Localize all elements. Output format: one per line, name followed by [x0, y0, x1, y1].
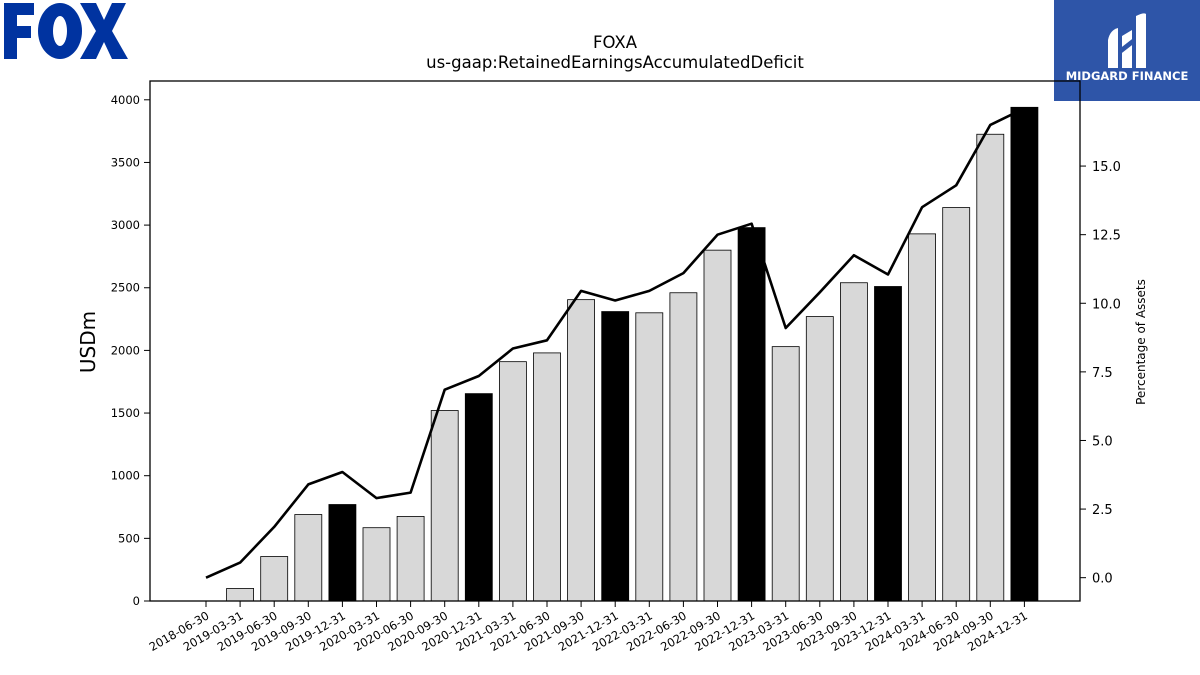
y-tick-label: 0: [133, 594, 140, 608]
bar: [294, 514, 323, 602]
bar-series: [226, 106, 1039, 602]
y2-axis-label: Percentage of Assets: [1134, 279, 1148, 405]
bar: [464, 393, 493, 602]
midgard-finance-logo: MIDGARD FINANCE: [1054, 0, 1200, 101]
y2-tick-label: 0.0: [1092, 572, 1113, 587]
y-tick-label: 500: [118, 531, 140, 545]
bar: [498, 361, 527, 602]
y-tick-label: 3500: [111, 155, 140, 169]
y-tick-label: 1000: [111, 469, 140, 483]
bar: [737, 227, 766, 602]
bar: [260, 556, 289, 602]
bar: [805, 316, 834, 602]
y-tick-label: 4000: [111, 93, 140, 107]
bar: [840, 282, 868, 602]
bar: [533, 352, 561, 602]
y2-tick-label: 7.5: [1092, 366, 1113, 381]
bar: [567, 299, 595, 602]
y-tick-label: 1500: [111, 406, 140, 420]
bar: [942, 207, 971, 602]
bar: [328, 504, 357, 602]
bar: [771, 346, 800, 602]
fox-logo: [4, 3, 128, 59]
chart-title: FOXA: [593, 33, 638, 52]
y-tick-label: 2000: [111, 343, 140, 357]
y2-tick-label: 5.0: [1092, 434, 1113, 449]
bar: [396, 516, 425, 602]
bar: [362, 527, 391, 602]
y2-tick-label: 15.0: [1092, 160, 1121, 175]
bar: [703, 249, 732, 602]
chart-subtitle: us-gaap:RetainedEarningsAccumulatedDefic…: [426, 53, 804, 72]
bar: [1010, 106, 1039, 602]
bar: [874, 286, 902, 602]
y2-tick-label: 12.5: [1092, 229, 1121, 244]
line-series: [205, 107, 1025, 579]
bar: [226, 588, 255, 602]
bar: [976, 133, 1005, 602]
midgard-mark-icon: [1108, 13, 1146, 69]
bar: [908, 233, 936, 602]
bar: [601, 311, 630, 602]
bar: [430, 410, 459, 602]
y2-tick-label: 10.0: [1092, 297, 1121, 312]
y-axis-label: USDm: [76, 311, 100, 373]
y-tick-label: 2500: [111, 281, 140, 295]
y2-tick-label: 2.5: [1092, 503, 1113, 518]
midgard-finance-wordmark: MIDGARD FINANCE: [1065, 69, 1189, 83]
percentage-line: [205, 107, 1025, 579]
y-tick-label: 3000: [111, 218, 140, 232]
bar: [635, 312, 664, 602]
bar: [669, 292, 698, 602]
